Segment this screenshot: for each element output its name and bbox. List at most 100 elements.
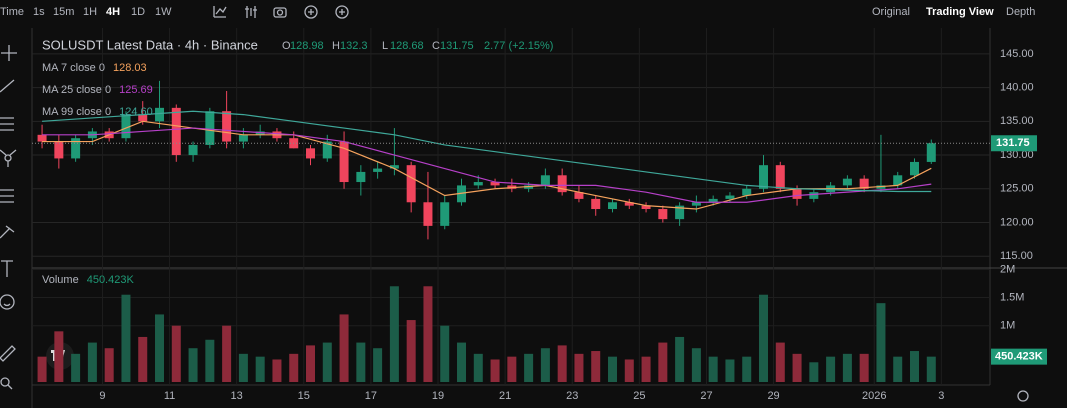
volume-bar xyxy=(524,353,534,382)
candle-body xyxy=(926,143,936,162)
timeframe-button[interactable]: 1s xyxy=(33,6,45,18)
x-tick-label: 11 xyxy=(164,390,175,402)
volume-bar xyxy=(289,353,299,382)
volume-bar xyxy=(591,351,601,382)
candle-body xyxy=(238,134,248,142)
candle-body xyxy=(608,202,618,210)
candle-body xyxy=(809,192,819,199)
volume-bar xyxy=(675,336,685,382)
ohlc-value: 131.75 xyxy=(440,40,474,52)
volume-bar xyxy=(171,325,181,382)
candle-body xyxy=(759,165,769,189)
volume-bar xyxy=(792,353,802,382)
candle-body xyxy=(540,175,550,186)
x-tick-label: 17 xyxy=(365,390,377,402)
volume-legend-value: 450.423K xyxy=(87,274,135,286)
settings-icon[interactable] xyxy=(1017,390,1029,402)
candle-body xyxy=(121,114,131,139)
timeframe-button[interactable]: 4H xyxy=(106,6,120,18)
timeframe-button[interactable]: 15m xyxy=(53,6,74,18)
candle-body xyxy=(557,175,567,193)
candle-body xyxy=(792,188,802,199)
volume-bar xyxy=(423,286,433,382)
chart-title: SOLUSDT Latest Data · 4h · Binance xyxy=(42,37,258,52)
candle-body xyxy=(842,178,852,186)
left-toolbar xyxy=(0,45,17,390)
candle-body xyxy=(859,178,869,189)
timeframe-button[interactable]: Time xyxy=(0,6,24,18)
candle-body xyxy=(205,111,215,145)
timeframe-button[interactable]: 1H xyxy=(83,6,97,18)
ohlc-letter: C xyxy=(432,40,440,52)
candle-body xyxy=(725,195,735,199)
volume-tag xyxy=(991,348,1047,365)
candle-body xyxy=(222,111,232,142)
volume-bar xyxy=(826,356,836,382)
volume-bar xyxy=(104,348,114,382)
ohlc-letter: L xyxy=(382,40,388,52)
volume-bar xyxy=(205,339,215,382)
candle-body xyxy=(423,202,433,226)
volume-bar xyxy=(238,353,248,382)
candle-body xyxy=(591,198,601,210)
view-tab[interactable]: Original xyxy=(872,6,910,18)
candle-body xyxy=(675,205,685,220)
price-change: 2.77 (+2.15%) xyxy=(484,40,553,52)
volume-bar xyxy=(859,353,869,382)
volume-bar xyxy=(255,356,265,382)
volume-bar xyxy=(708,356,718,382)
candle-body xyxy=(155,107,165,122)
volume-bar xyxy=(373,348,383,382)
candle-body xyxy=(440,202,450,226)
view-tab[interactable]: Trading View xyxy=(926,6,994,18)
x-tick-label: 13 xyxy=(231,390,243,402)
moving-average-line xyxy=(42,110,932,193)
top-bar xyxy=(213,5,349,19)
x-tick-label: 9 xyxy=(99,390,105,402)
timeframe-button[interactable]: 1D xyxy=(131,6,145,18)
volume-bar xyxy=(759,294,769,382)
ma-legend-value: 125.69 xyxy=(119,84,153,96)
toolbar-icons xyxy=(213,5,349,19)
ohlc-letter: H xyxy=(332,40,340,52)
volume-bar xyxy=(356,342,366,382)
x-tick-label: 27 xyxy=(700,390,712,402)
volume-bar xyxy=(641,356,651,382)
candle-body xyxy=(71,138,81,159)
volume-bar xyxy=(406,320,416,382)
volume-tag-label: 450.423K xyxy=(995,351,1043,363)
volume-bar xyxy=(138,336,148,382)
volume-bar xyxy=(775,342,785,382)
ohlc-value: 128.68 xyxy=(390,40,424,52)
volume-bar xyxy=(809,362,819,382)
candle-body xyxy=(708,198,718,203)
x-tick-label: 3 xyxy=(938,390,944,402)
volume-bar xyxy=(473,353,483,382)
y-tick-label: 145.00 xyxy=(1000,48,1034,60)
ma-legend-name: MA 25 close 0 xyxy=(42,84,111,96)
x-tick-label: 21 xyxy=(499,390,511,402)
candle-body xyxy=(624,202,634,206)
candle-body xyxy=(473,182,483,186)
timeframe-button[interactable]: 1W xyxy=(155,6,172,18)
view-tab[interactable]: Depth xyxy=(1006,6,1035,18)
candle-body xyxy=(490,182,500,186)
volume-bar xyxy=(155,314,165,382)
candle-body xyxy=(406,165,416,203)
volume-legend-name: Volume xyxy=(42,274,79,286)
y-tick-label: 130.00 xyxy=(1000,149,1034,161)
x-tick-label: 25 xyxy=(633,390,645,402)
volume-bar xyxy=(272,359,282,382)
y-tick-label: 140.00 xyxy=(1000,82,1034,94)
candle-body xyxy=(171,107,181,156)
candle-body xyxy=(37,134,47,142)
candle-body xyxy=(742,188,752,196)
candle-body xyxy=(54,141,64,159)
volume-bar xyxy=(440,325,450,382)
candle-body xyxy=(775,165,785,189)
volume-tick-label: 1M xyxy=(1000,320,1015,332)
candle-body xyxy=(691,202,701,206)
candle-body xyxy=(910,161,920,176)
ma-legend-value: 124.60 xyxy=(119,106,153,118)
